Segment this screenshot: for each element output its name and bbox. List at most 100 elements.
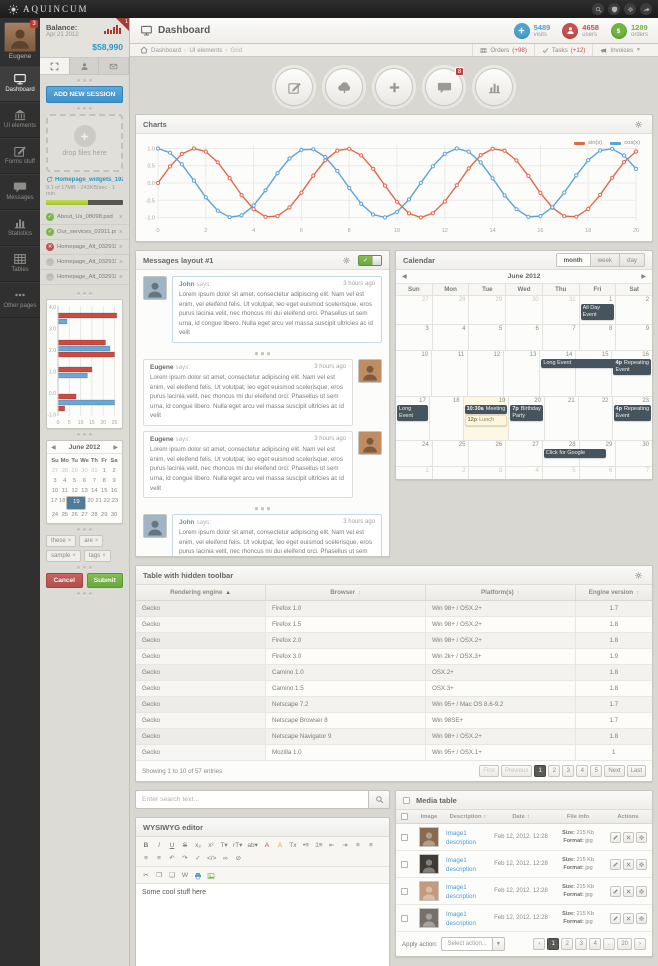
bullet-list-button[interactable]: •≡: [302, 842, 309, 849]
mini-calendar-day[interactable]: 3: [53, 478, 57, 484]
delete-button[interactable]: [622, 858, 634, 870]
edit-action-button[interactable]: [275, 68, 313, 106]
calendar-event[interactable]: All Day Event: [580, 304, 615, 320]
row-checkbox[interactable]: [400, 833, 408, 841]
mini-calendar-day[interactable]: 6: [82, 478, 87, 484]
cut-button[interactable]: ✂: [143, 872, 149, 879]
mini-calendar-day[interactable]: 31: [91, 468, 98, 474]
calendar-day-cell[interactable]: 30: [505, 296, 542, 324]
calendar-event[interactable]: 10:30a Meeting: [464, 405, 508, 414]
calendar-day-cell[interactable]: 26: [468, 441, 505, 466]
quicklink-tasks[interactable]: Tasks (+12): [533, 44, 592, 56]
mini-calendar-day[interactable]: 8: [102, 478, 106, 484]
mini-calendar-day[interactable]: 12: [71, 488, 78, 494]
shield-icon[interactable]: [608, 3, 620, 15]
column-header-rendering-engine[interactable]: Rendering engine ▲: [136, 585, 265, 600]
calendar-day-cell[interactable]: 21: [543, 397, 578, 440]
mini-calendar-day[interactable]: 27: [81, 512, 88, 518]
edit-button[interactable]: [609, 885, 621, 897]
align-right-button[interactable]: ≡: [144, 855, 148, 862]
mini-calendar-day[interactable]: 1: [102, 468, 106, 474]
page-button[interactable]: 2: [561, 938, 574, 950]
sidebar-item-dashboard[interactable]: Dashboard: [0, 66, 40, 102]
image-description-link[interactable]: Image1 description: [446, 884, 476, 900]
page-button[interactable]: ‹: [533, 938, 546, 950]
calendar-day-cell[interactable]: 24: [396, 441, 432, 466]
font-family-button[interactable]: rT▾: [233, 842, 243, 849]
edit-button[interactable]: [609, 858, 621, 870]
sidebar-item-forms-stuff[interactable]: Forms stuff: [0, 138, 40, 174]
calendar-day-cell[interactable]: 6: [578, 467, 616, 479]
person-tab[interactable]: [70, 58, 100, 74]
redo-button[interactable]: ↷: [182, 855, 188, 862]
add-new-session-button[interactable]: ADD NEW SESSION: [46, 86, 123, 103]
undo-button[interactable]: ↶: [169, 855, 175, 862]
mini-calendar-day[interactable]: 21: [95, 498, 102, 504]
mini-calendar-day[interactable]: 28: [61, 468, 69, 474]
action-select[interactable]: Select action...: [441, 937, 493, 951]
page-button[interactable]: First: [479, 765, 499, 777]
next-button[interactable]: ▶: [641, 274, 646, 280]
sidebar-item-other-pages[interactable]: Other pages: [0, 282, 40, 318]
mini-calendar-day[interactable]: 2: [112, 468, 116, 474]
page-button[interactable]: Last: [626, 765, 646, 777]
settings-button[interactable]: [635, 912, 647, 924]
paragraph-style-button[interactable]: ab▾: [247, 842, 258, 849]
calendar-day-cell[interactable]: 4: [431, 325, 469, 350]
superscript-button[interactable]: x²: [208, 842, 214, 849]
media-column-description[interactable]: Description ↕: [449, 813, 487, 820]
gear-icon[interactable]: [624, 3, 636, 15]
calendar-day-cell[interactable]: 18: [428, 397, 463, 440]
search-button[interactable]: [368, 790, 390, 809]
text-color-button[interactable]: A: [264, 842, 270, 849]
mini-calendar-day[interactable]: 24: [51, 512, 59, 518]
plus-action-button[interactable]: [375, 68, 413, 106]
sidebar-item-messages[interactable]: Messages: [0, 174, 40, 210]
calendar-event[interactable]: 7p Birthday Party: [510, 405, 543, 421]
mini-calendar-day[interactable]: 5: [73, 478, 77, 484]
gear-icon[interactable]: [340, 254, 353, 267]
calendar-day-cell[interactable]: 3: [396, 325, 432, 350]
calendar-day-cell[interactable]: 30: [615, 441, 652, 466]
paste-button[interactable]: ❏: [169, 872, 175, 879]
calendar-day-cell[interactable]: 16 4p Repeating Event: [611, 351, 652, 396]
delete-button[interactable]: [622, 831, 634, 843]
mini-calendar-day[interactable]: 27: [51, 468, 59, 474]
mini-calendar-day[interactable]: 4: [63, 478, 67, 484]
sidebar-item-tables[interactable]: Tables: [0, 246, 40, 282]
mini-calendar-day[interactable]: 13: [81, 488, 88, 494]
calendar-day-cell[interactable]: 12: [467, 351, 503, 396]
mini-calendar-day[interactable]: 11: [61, 488, 68, 494]
bold-button[interactable]: B: [143, 842, 149, 849]
calendar-day-cell[interactable]: 6: [505, 325, 542, 350]
mini-calendar-day[interactable]: 14: [91, 488, 98, 494]
calendar-day-cell[interactable]: 27: [396, 296, 432, 324]
delete-button[interactable]: [622, 885, 634, 897]
calendar-day-cell[interactable]: 2: [431, 467, 469, 479]
gear-icon[interactable]: [632, 569, 645, 582]
settings-button[interactable]: [635, 831, 647, 843]
calendar-day-cell[interactable]: 5: [541, 467, 579, 479]
remove-file-button[interactable]: ×: [118, 213, 123, 221]
remove-file-button[interactable]: ×: [118, 258, 123, 266]
copy-button[interactable]: ❐: [156, 872, 162, 879]
mini-calendar-day[interactable]: 15: [101, 488, 108, 494]
italic-button[interactable]: I: [158, 842, 160, 849]
page-button[interactable]: 3: [562, 765, 575, 777]
gear-icon[interactable]: [632, 118, 645, 131]
row-checkbox[interactable]: [400, 860, 408, 868]
calendar-event[interactable]: 4p Repeating Event: [613, 359, 651, 375]
next-month-button[interactable]: ▶: [113, 444, 118, 451]
mini-calendar-day[interactable]: 25: [61, 512, 69, 518]
calendar-day-cell[interactable]: 3: [468, 467, 505, 479]
mini-calendar-day[interactable]: 17: [50, 498, 58, 504]
messages-toggle[interactable]: ✓: [358, 254, 382, 266]
calendar-day-cell[interactable]: 10: [396, 351, 431, 396]
prev-month-button[interactable]: ◀: [51, 444, 56, 451]
sidebar-item-statistics[interactable]: Statistics: [0, 210, 40, 246]
tag-pill[interactable]: these ×: [46, 535, 77, 547]
share-icon[interactable]: [640, 3, 652, 15]
calendar-event[interactable]: Long Event: [541, 359, 636, 368]
file-dropzone[interactable]: drop files here: [46, 114, 123, 172]
calendar-day-cell[interactable]: 14 Long Event: [539, 351, 636, 396]
